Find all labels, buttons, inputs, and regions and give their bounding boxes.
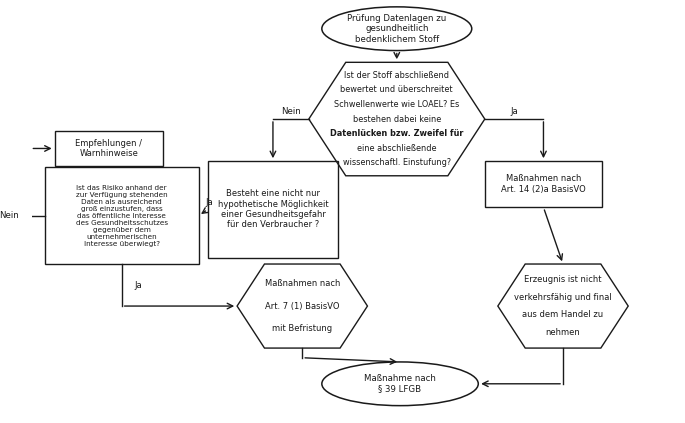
Text: Besteht eine nicht nur
hypothetische Möglichkeit
einer Gesundheitsgefahr
für den: Besteht eine nicht nur hypothetische Mög…: [218, 190, 328, 230]
Text: Schwellenwerte wie LOAEL? Es: Schwellenwerte wie LOAEL? Es: [334, 100, 460, 109]
Text: Datenlücken bzw. Zweifel für: Datenlücken bzw. Zweifel für: [330, 129, 464, 138]
Text: Nein: Nein: [281, 107, 301, 116]
Bar: [208, 161, 338, 258]
Text: Maßnahme nach
§ 39 LFGB: Maßnahme nach § 39 LFGB: [364, 374, 436, 393]
Text: Art. 7 (1) BasisVO: Art. 7 (1) BasisVO: [265, 302, 340, 310]
Text: mit Befristung: mit Befristung: [272, 324, 332, 332]
Text: Maßnahmen nach: Maßnahmen nach: [264, 280, 340, 288]
Text: Ja: Ja: [510, 107, 518, 116]
Text: verkehrsfähig und final: verkehrsfähig und final: [514, 293, 612, 302]
Text: Nein: Nein: [0, 211, 18, 220]
Text: Maßnahmen nach
Art. 14 (2)a BasisVO: Maßnahmen nach Art. 14 (2)a BasisVO: [501, 174, 586, 194]
Text: nehmen: nehmen: [546, 328, 580, 337]
Text: aus dem Handel zu: aus dem Handel zu: [523, 310, 603, 319]
Text: Ja: Ja: [134, 280, 142, 289]
Text: bewertet und überschreitet: bewertet und überschreitet: [340, 85, 453, 94]
Bar: [55, 131, 163, 166]
Text: Ist der Stoff abschließend: Ist der Stoff abschließend: [345, 71, 449, 80]
Text: wissenschaftl. Einstufung?: wissenschaftl. Einstufung?: [342, 158, 451, 167]
Text: Ja: Ja: [206, 198, 214, 207]
Bar: [485, 161, 602, 207]
Text: bestehen dabei keine: bestehen dabei keine: [353, 115, 441, 124]
Text: Empfehlungen /
Warnhinweise: Empfehlungen / Warnhinweise: [75, 139, 142, 158]
Text: Prüfung Datenlagen zu
gesundheitlich
bedenklichem Stoff: Prüfung Datenlagen zu gesundheitlich bed…: [347, 14, 447, 44]
Text: eine abschließende: eine abschließende: [357, 144, 436, 153]
Text: Ist das Risiko anhand der
zur Verfügung stehenden
Daten als ausreichend
groß ein: Ist das Risiko anhand der zur Verfügung …: [75, 185, 168, 247]
Bar: [45, 168, 199, 264]
Text: Erzeugnis ist nicht: Erzeugnis ist nicht: [524, 275, 601, 284]
